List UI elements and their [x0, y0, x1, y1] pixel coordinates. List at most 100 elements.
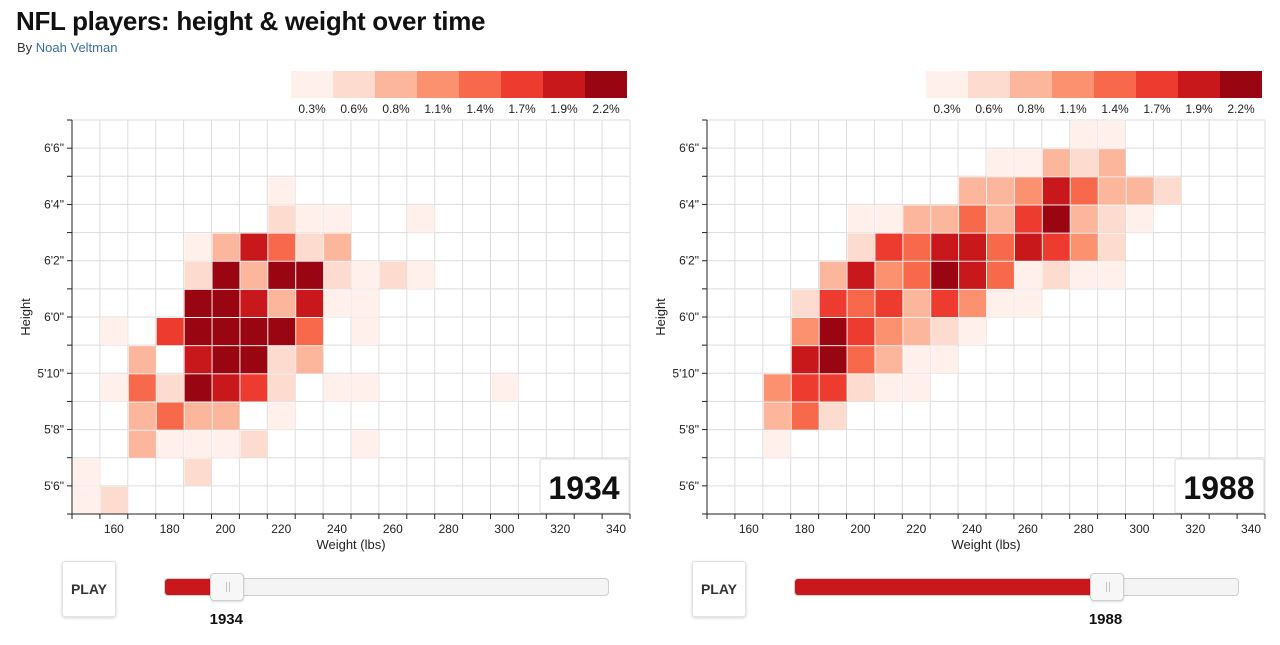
heatmap-cell	[1098, 149, 1126, 177]
slider-handle[interactable]	[210, 573, 245, 601]
heatmap-cell	[296, 289, 324, 317]
legend-swatch	[1052, 71, 1094, 98]
heatmap-cell	[959, 177, 986, 205]
x-tick-label: 340	[606, 522, 626, 536]
legend-swatch	[926, 71, 968, 98]
x-tick-label: 220	[906, 522, 926, 536]
legend-swatch	[1010, 71, 1052, 98]
x-tick-label: 300	[1129, 522, 1149, 536]
slider-handle[interactable]	[1089, 573, 1124, 601]
heatmap-cell	[240, 374, 268, 402]
heatmap-cell	[791, 289, 819, 317]
heatmap-cell	[1126, 205, 1154, 233]
heatmap-cell	[903, 205, 931, 233]
legend-label: 1.9%	[550, 102, 578, 116]
heatmap-cell	[240, 289, 268, 317]
page-title: NFL players: height & weight over time	[16, 6, 486, 36]
author-link[interactable]: Noah Veltman	[35, 40, 118, 55]
heatmap-cell	[1070, 233, 1098, 261]
heatmap-cell	[763, 430, 791, 458]
heatmap-cell	[875, 233, 903, 261]
heatmap-cell	[1070, 121, 1098, 149]
heatmap-cell	[324, 289, 351, 317]
heatmap-cell	[268, 346, 296, 374]
heatmap-cell	[847, 318, 875, 346]
heatmap-cell	[875, 318, 903, 346]
heatmap-cell	[903, 233, 931, 261]
legend-label: 1.7%	[508, 102, 536, 116]
heatmap-cell	[931, 289, 959, 317]
year-slider[interactable]	[164, 573, 609, 601]
slider-fill	[795, 579, 1107, 595]
heatmap-cell	[931, 318, 959, 346]
heatmap-cell	[1014, 177, 1042, 205]
heatmap-cell	[212, 374, 240, 402]
heatmap-cell	[903, 374, 931, 402]
legend-swatch	[291, 71, 333, 98]
heatmap-cell	[1042, 261, 1070, 289]
heatmap-cell	[1042, 205, 1070, 233]
heatmap-cell	[903, 289, 931, 317]
heatmap-cell	[791, 318, 819, 346]
heatmap-cell	[212, 289, 240, 317]
legend-label: 0.8%	[382, 102, 410, 116]
year-label: 1988	[1183, 470, 1254, 506]
heatmap-cell	[352, 374, 379, 402]
heatmap-cell	[352, 318, 379, 346]
heatmap-cell	[73, 486, 100, 514]
heatmap-chart: 0.3% 0.6% 0.8% 1.1% 1.4% 1.7% 1.9% 2.2% 160 180 20…	[18, 71, 631, 552]
legend-label: 0.6%	[975, 102, 1003, 116]
heatmap-cell	[184, 346, 212, 374]
x-tick-label: 280	[1074, 522, 1094, 536]
grid	[71, 119, 631, 515]
byline-prefix: By	[17, 40, 36, 55]
play-button[interactable]: PLAY	[692, 561, 746, 617]
heatmap-cells	[73, 177, 519, 514]
legend-label: 0.3%	[298, 102, 326, 116]
heatmap-cell	[1070, 149, 1098, 177]
y-tick-label: 6'4"	[679, 197, 699, 211]
heatmap-cell	[791, 346, 819, 374]
heatmap-cell	[1014, 261, 1042, 289]
heatmap-cell	[128, 430, 156, 458]
heatmap-cell	[407, 261, 435, 289]
legend-swatch	[417, 71, 459, 98]
heatmap-cell	[268, 205, 296, 233]
heatmap-cell	[819, 318, 847, 346]
byline: By Noah Veltman	[17, 40, 117, 55]
heatmap-cell	[268, 177, 296, 205]
heatmap-cell	[791, 374, 819, 402]
heatmap-cell	[212, 346, 240, 374]
y-tick-label: 5'6"	[679, 479, 699, 493]
x-tick-label: 260	[383, 522, 403, 536]
heatmap-cell	[352, 289, 379, 317]
chart-panel-1988: 0.3% 0.6% 0.8% 1.1% 1.4% 1.7% 1.9% 2.2% 160 180 20…	[635, 66, 1275, 641]
heatmap-cell	[875, 289, 903, 317]
heatmap-cell	[324, 261, 351, 289]
heatmap-cell	[987, 205, 1014, 233]
y-tick-label: 6'4"	[44, 197, 64, 211]
heatmap-cell	[268, 402, 296, 430]
y-axis-title: Height	[653, 298, 668, 336]
year-label: 1934	[548, 470, 619, 506]
legend-swatch	[375, 71, 417, 98]
play-button[interactable]: PLAY	[62, 561, 116, 617]
heatmap-cell	[931, 205, 959, 233]
year-slider[interactable]	[794, 573, 1239, 601]
legend-swatch	[459, 71, 501, 98]
y-tick-label: 5'6"	[44, 479, 64, 493]
x-tick-label: 320	[550, 522, 570, 536]
y-tick-label: 5'10"	[672, 366, 699, 380]
heatmap-cell	[240, 233, 268, 261]
heatmap-cell	[819, 346, 847, 374]
heatmap-cell	[959, 261, 986, 289]
heatmap-cell	[268, 233, 296, 261]
heatmap-cell	[156, 402, 184, 430]
legend-label: 1.1%	[424, 102, 452, 116]
heatmap-cell	[875, 261, 903, 289]
legend-label: 1.4%	[1101, 102, 1129, 116]
legend-swatch	[1178, 71, 1220, 98]
heatmap-cell	[1098, 205, 1126, 233]
heatmap-cell	[819, 289, 847, 317]
heatmap-cell	[903, 346, 931, 374]
